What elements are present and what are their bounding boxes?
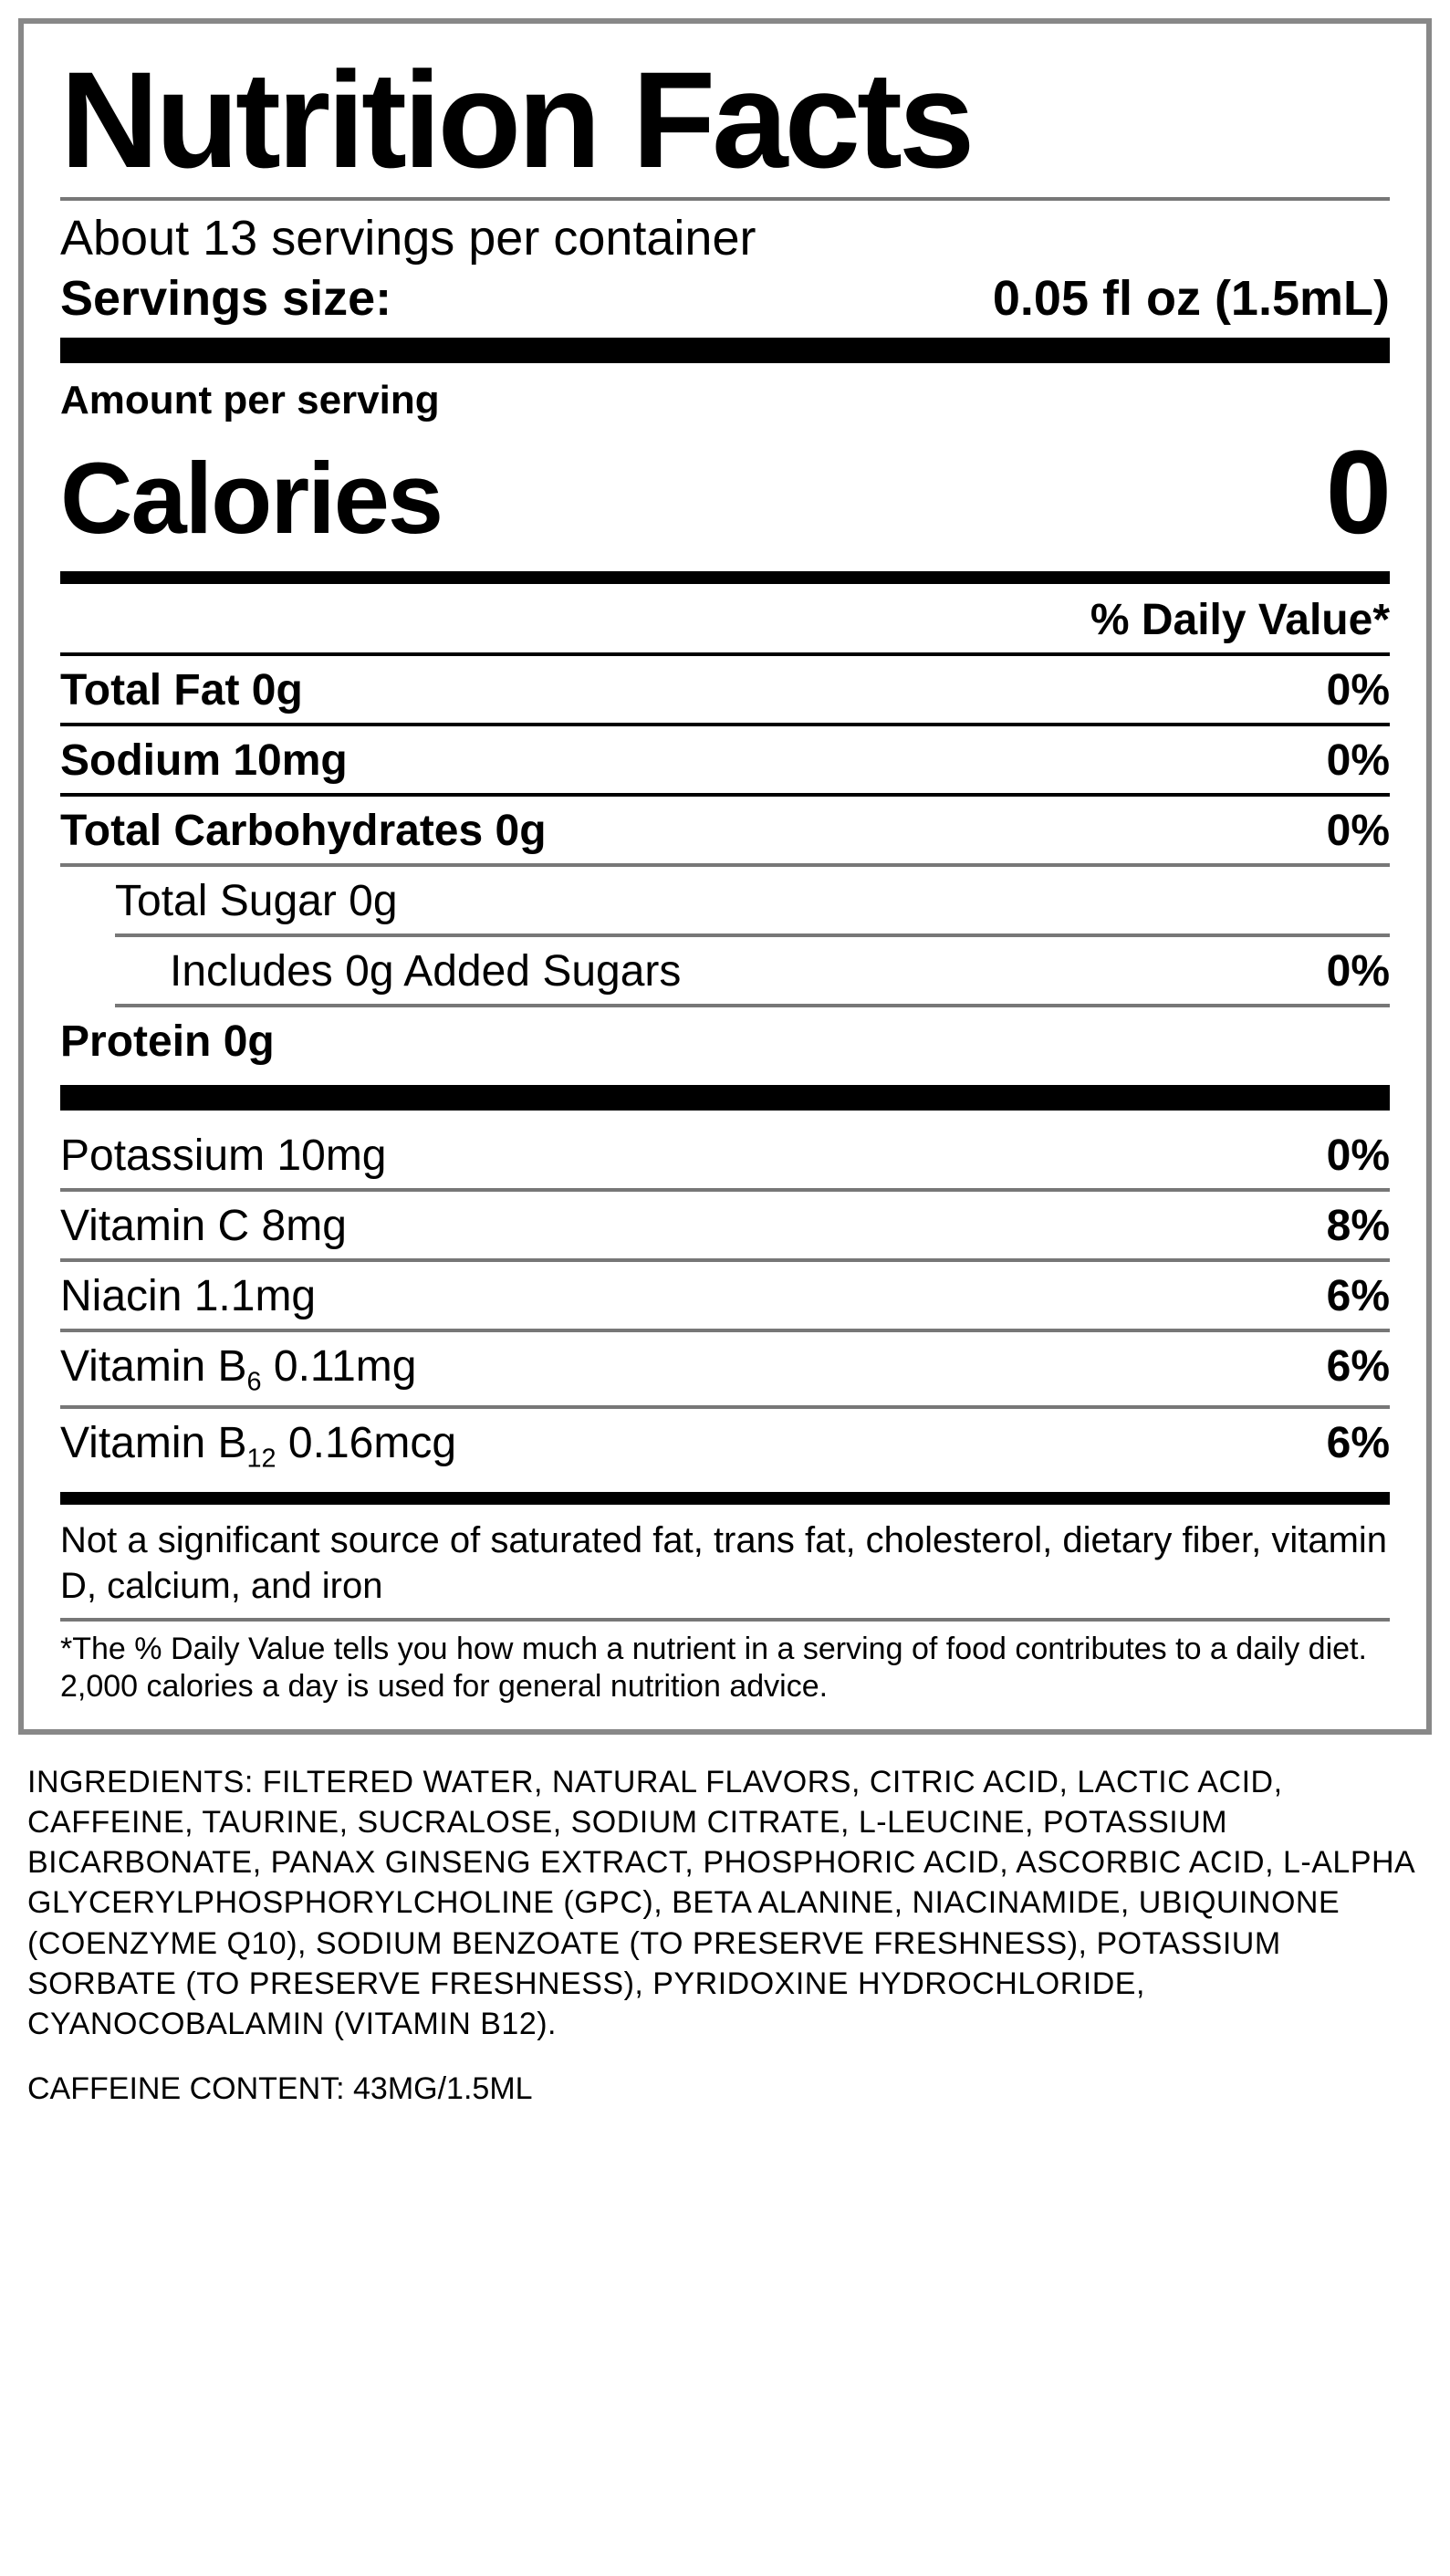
daily-value-footnote: *The % Daily Value tells you how much a … <box>60 1631 1390 1705</box>
divider <box>60 1618 1390 1622</box>
medium-divider <box>60 571 1390 584</box>
nutrient-label: Vitamin B12 0.16mcg <box>60 1418 456 1475</box>
nutrient-label: Protein 0g <box>60 1017 275 1067</box>
nutrient-label: Vitamin C 8mg <box>60 1201 347 1251</box>
row-potassium: Potassium 10mg 0% <box>60 1121 1390 1188</box>
row-sodium: Sodium 10mg 0% <box>60 723 1390 793</box>
nutrient-label: Total Sugar 0g <box>60 876 398 926</box>
serving-size-row: Servings size: 0.05 fl oz (1.5mL) <box>60 270 1390 327</box>
nutrient-dv: 0% <box>1327 806 1390 856</box>
row-vitamin-c: Vitamin C 8mg 8% <box>60 1188 1390 1258</box>
nutrient-dv: 8% <box>1327 1201 1390 1251</box>
calories-label: Calories <box>60 441 442 557</box>
ingredients-text: INGREDIENTS: FILTERED WATER, NATURAL FLA… <box>27 1762 1423 2044</box>
nutrient-dv: 6% <box>1327 1341 1390 1392</box>
row-total-fat: Total Fat 0g 0% <box>60 652 1390 723</box>
row-niacin: Niacin 1.1mg 6% <box>60 1258 1390 1329</box>
nutrient-label: Niacin 1.1mg <box>60 1271 316 1321</box>
serving-size-label: Servings size: <box>60 270 391 327</box>
amount-per-serving: Amount per serving <box>60 378 1390 423</box>
nutrient-dv: 0% <box>1327 665 1390 715</box>
thick-divider <box>60 1085 1390 1111</box>
medium-divider <box>60 1492 1390 1505</box>
nutrient-label: Vitamin B6 0.11mg <box>60 1341 416 1398</box>
nutrient-dv: 0% <box>1327 946 1390 996</box>
panel-title: Nutrition Facts <box>60 51 1390 188</box>
calories-row: Calories 0 <box>60 423 1390 560</box>
caffeine-content: CAFFEINE CONTENT: 43MG/1.5ML <box>27 2071 1423 2107</box>
nutrient-dv: 0% <box>1327 1131 1390 1181</box>
nutrient-dv: 6% <box>1327 1418 1390 1468</box>
nutrient-label: Total Carbohydrates 0g <box>60 806 547 856</box>
daily-value-header: % Daily Value* <box>60 595 1390 645</box>
servings-per-container: About 13 servings per container <box>60 210 1390 266</box>
row-added-sugar: Includes 0g Added Sugars 0% <box>60 937 1390 1004</box>
divider <box>60 197 1390 201</box>
serving-size-value: 0.05 fl oz (1.5mL) <box>993 270 1390 327</box>
nutrient-label: Includes 0g Added Sugars <box>60 946 681 996</box>
not-significant-note: Not a significant source of saturated fa… <box>60 1517 1390 1609</box>
row-vitamin-b6: Vitamin B6 0.11mg 6% <box>60 1329 1390 1405</box>
row-vitamin-b12: Vitamin B12 0.16mcg 6% <box>60 1405 1390 1482</box>
thick-divider <box>60 338 1390 363</box>
nutrient-label: Total Fat 0g <box>60 665 303 715</box>
nutrient-dv: 6% <box>1327 1271 1390 1321</box>
row-total-carb: Total Carbohydrates 0g 0% <box>60 793 1390 863</box>
nutrient-dv: 0% <box>1327 735 1390 786</box>
nutrient-label: Sodium 10mg <box>60 735 348 786</box>
row-protein: Protein 0g <box>60 1007 1390 1074</box>
calories-value: 0 <box>1326 423 1390 560</box>
nutrition-facts-panel: Nutrition Facts About 13 servings per co… <box>18 18 1432 1735</box>
nutrient-label: Potassium 10mg <box>60 1131 387 1181</box>
row-total-sugar: Total Sugar 0g <box>60 863 1390 933</box>
